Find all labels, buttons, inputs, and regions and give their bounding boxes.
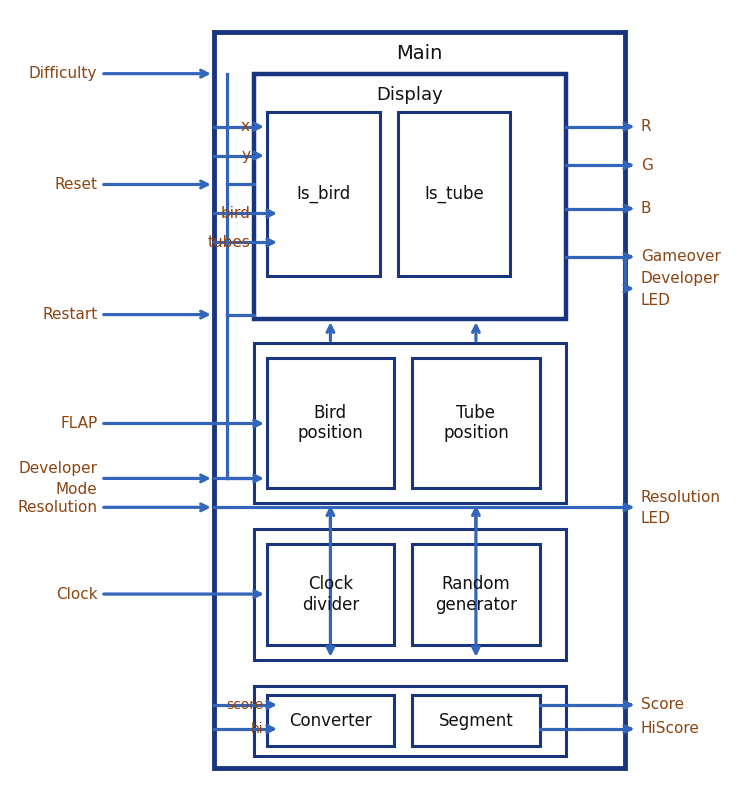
Text: Main: Main [396, 44, 442, 63]
Text: Random
generator: Random generator [435, 575, 517, 614]
Bar [412, 358, 539, 488]
Text: y: y [241, 148, 250, 163]
Text: LED: LED [640, 293, 671, 308]
Bar [412, 695, 539, 746]
Text: Developer: Developer [18, 462, 97, 477]
Text: Difficulty: Difficulty [29, 66, 97, 81]
Bar [214, 33, 625, 768]
Bar [254, 530, 567, 660]
Text: HiScore: HiScore [640, 722, 699, 737]
Text: Tube
position: Tube position [443, 404, 509, 442]
Bar [254, 74, 567, 320]
Text: Segment: Segment [439, 712, 513, 730]
Text: Resolution: Resolution [17, 500, 97, 515]
Text: Score: Score [640, 697, 684, 712]
Bar [254, 343, 567, 503]
Text: tubes: tubes [207, 235, 250, 250]
Text: LED: LED [640, 511, 671, 527]
Text: Clock: Clock [56, 587, 97, 602]
Bar [412, 544, 539, 646]
Bar [267, 544, 394, 646]
Text: B: B [640, 201, 652, 216]
Text: bird: bird [220, 206, 250, 221]
Text: Clock
divider: Clock divider [302, 575, 359, 614]
Text: Mode: Mode [55, 482, 97, 497]
Text: score: score [226, 698, 263, 712]
Text: x: x [241, 119, 250, 134]
Text: Restart: Restart [42, 307, 97, 322]
Bar [267, 113, 380, 276]
Bar [267, 358, 394, 488]
Text: Display: Display [377, 86, 444, 104]
Text: Is_bird: Is_bird [296, 185, 350, 203]
Bar [398, 113, 511, 276]
Text: hi: hi [251, 722, 263, 736]
Bar [254, 686, 567, 756]
Text: Resolution: Resolution [640, 490, 721, 505]
Text: Developer: Developer [640, 271, 719, 286]
Bar [267, 695, 394, 746]
Text: G: G [640, 158, 652, 173]
Text: Is_tube: Is_tube [425, 185, 484, 203]
Text: FLAP: FLAP [60, 416, 97, 431]
Text: Bird
position: Bird position [298, 404, 363, 442]
Text: Gameover: Gameover [640, 249, 721, 264]
Text: Reset: Reset [55, 177, 97, 192]
Text: Converter: Converter [289, 712, 371, 730]
Text: R: R [640, 119, 652, 134]
